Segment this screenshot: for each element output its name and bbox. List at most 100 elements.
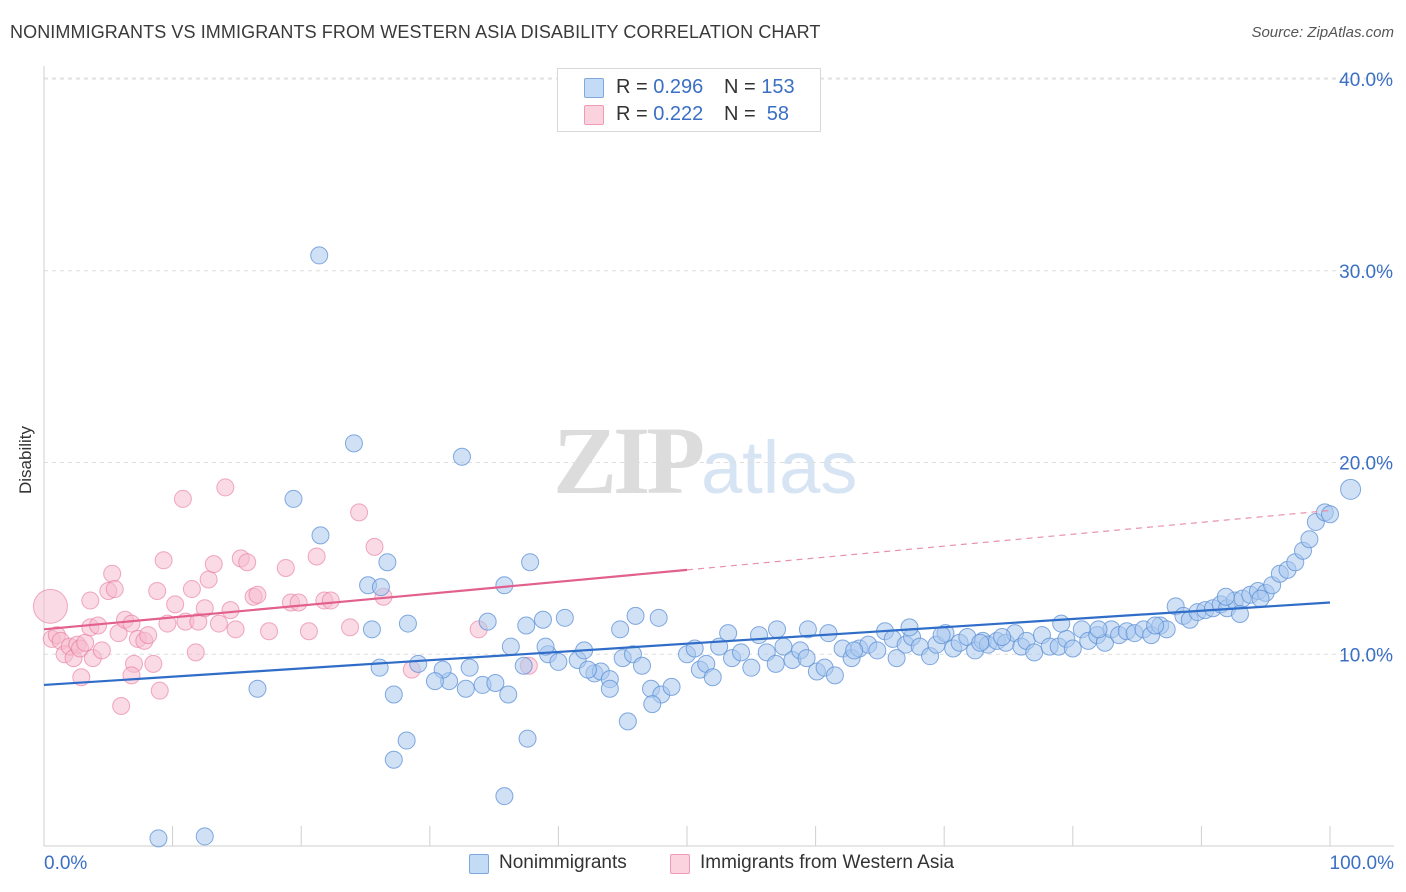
- series-immigrants-points: [32, 478, 538, 716]
- data-point-nonimmigrants: [662, 677, 681, 696]
- data-point-nonimmigrants: [845, 641, 864, 660]
- data-point-nonimmigrants: [425, 672, 444, 691]
- data-point-nonimmigrants: [499, 685, 518, 704]
- legend-label-nonimmigrants: Nonimmigrants: [499, 852, 627, 873]
- data-point-nonimmigrants: [1216, 587, 1235, 606]
- series-nonimmigrants-points: [149, 246, 1362, 848]
- data-point-immigrants: [299, 622, 318, 641]
- data-point-nonimmigrants: [397, 731, 416, 750]
- data-point-nonimmigrants: [1052, 614, 1071, 633]
- data-point-nonimmigrants: [248, 679, 267, 698]
- y-tick-label: 10.0%: [1339, 645, 1393, 666]
- data-point-immigrants: [238, 553, 257, 572]
- data-point-nonimmigrants: [719, 624, 738, 643]
- data-point-nonimmigrants: [371, 578, 390, 597]
- trend-line-immigrants-extension: [686, 509, 1331, 571]
- data-point-nonimmigrants: [1251, 589, 1270, 608]
- data-point-nonimmigrants: [1025, 643, 1044, 662]
- data-point-nonimmigrants: [993, 627, 1012, 646]
- data-point-nonimmigrants: [362, 620, 381, 639]
- data-point-nonimmigrants: [521, 553, 540, 572]
- data-point-immigrants: [289, 593, 308, 612]
- data-point-immigrants: [105, 580, 124, 599]
- trend-lines: [43, 509, 1331, 687]
- data-point-nonimmigrants: [518, 729, 537, 748]
- data-point-nonimmigrants: [797, 649, 816, 668]
- data-point-nonimmigrants: [643, 695, 662, 714]
- data-point-immigrants: [260, 622, 279, 641]
- data-point-nonimmigrants: [600, 679, 619, 698]
- data-point-nonimmigrants: [486, 674, 505, 693]
- stats-r-label: R =: [616, 76, 654, 98]
- data-point-nonimmigrants: [825, 666, 844, 685]
- y-tick-label: 30.0%: [1339, 262, 1393, 283]
- x-tick-label-max: 100.0%: [1330, 853, 1395, 874]
- data-point-nonimmigrants: [478, 612, 497, 631]
- data-point-immigrants: [221, 601, 240, 620]
- data-point-nonimmigrants: [149, 829, 168, 848]
- data-point-nonimmigrants: [932, 626, 951, 645]
- data-point-nonimmigrants: [750, 626, 769, 645]
- data-point-nonimmigrants: [514, 656, 533, 675]
- y-tick-label: 20.0%: [1339, 454, 1393, 475]
- data-point-immigrants: [76, 633, 95, 652]
- source-label: Source: ZipAtlas.com: [1251, 24, 1394, 41]
- data-point-nonimmigrants: [378, 553, 397, 572]
- data-point-nonimmigrants: [618, 712, 637, 731]
- data-point-immigrants: [144, 654, 163, 673]
- data-point-nonimmigrants: [549, 652, 568, 671]
- data-point-nonimmigrants: [1089, 620, 1108, 639]
- watermark: ZIPatlas: [553, 405, 857, 516]
- data-point-nonimmigrants: [311, 526, 330, 545]
- data-point-nonimmigrants: [344, 434, 363, 453]
- data-point-nonimmigrants: [611, 620, 630, 639]
- data-point-nonimmigrants: [501, 637, 520, 656]
- data-point-nonimmigrants: [398, 614, 417, 633]
- data-point-nonimmigrants: [370, 658, 389, 677]
- legend-swatch-nonimmigrants: [469, 854, 489, 874]
- data-point-nonimmigrants: [649, 608, 668, 627]
- data-point-nonimmigrants: [1340, 478, 1362, 500]
- data-point-immigrants: [199, 570, 218, 589]
- data-point-nonimmigrants: [409, 654, 428, 673]
- y-axis-label: Disability: [6, 420, 46, 500]
- axes: [43, 66, 1394, 847]
- x-tick-label-min: 0.0%: [44, 853, 87, 874]
- data-point-nonimmigrants: [742, 658, 761, 677]
- data-point-nonimmigrants: [310, 246, 329, 265]
- data-point-nonimmigrants: [456, 679, 475, 698]
- data-point-immigrants: [92, 641, 111, 660]
- data-point-immigrants: [209, 614, 228, 633]
- data-point-nonimmigrants: [555, 608, 574, 627]
- data-point-nonimmigrants: [632, 656, 651, 675]
- data-point-immigrants: [365, 537, 384, 556]
- data-point-nonimmigrants: [536, 637, 555, 656]
- data-point-immigrants: [139, 626, 158, 645]
- data-point-nonimmigrants: [766, 654, 785, 673]
- stats-r-label: R =: [616, 103, 654, 125]
- data-point-nonimmigrants: [284, 489, 303, 508]
- stats-n-label: N =: [724, 76, 762, 98]
- data-point-immigrants: [81, 591, 100, 610]
- series-legend: Nonimmigrants Immigrants from Western As…: [0, 852, 1406, 878]
- stats-n-value: 58: [761, 103, 790, 125]
- data-point-nonimmigrants: [384, 685, 403, 704]
- data-point-immigrants: [148, 581, 167, 600]
- data-point-nonimmigrants: [868, 641, 887, 660]
- stats-swatch-immigrants: [584, 105, 604, 125]
- legend-label-immigrants: Immigrants from Western Asia: [700, 852, 955, 873]
- data-point-immigrants: [186, 643, 205, 662]
- data-point-nonimmigrants: [578, 660, 597, 679]
- stats-r-value: 0.222: [653, 103, 704, 125]
- data-point-nonimmigrants: [1230, 604, 1249, 623]
- data-point-nonimmigrants: [971, 633, 990, 652]
- data-point-nonimmigrants: [1321, 505, 1339, 524]
- data-point-immigrants: [182, 580, 201, 599]
- data-point-nonimmigrants: [495, 787, 514, 806]
- data-point-immigrants: [122, 666, 141, 685]
- data-point-nonimmigrants: [384, 750, 403, 769]
- stats-swatch-nonimmigrants: [584, 78, 604, 98]
- data-point-immigrants: [307, 547, 326, 566]
- y-axis-label-text: Disability: [16, 425, 36, 495]
